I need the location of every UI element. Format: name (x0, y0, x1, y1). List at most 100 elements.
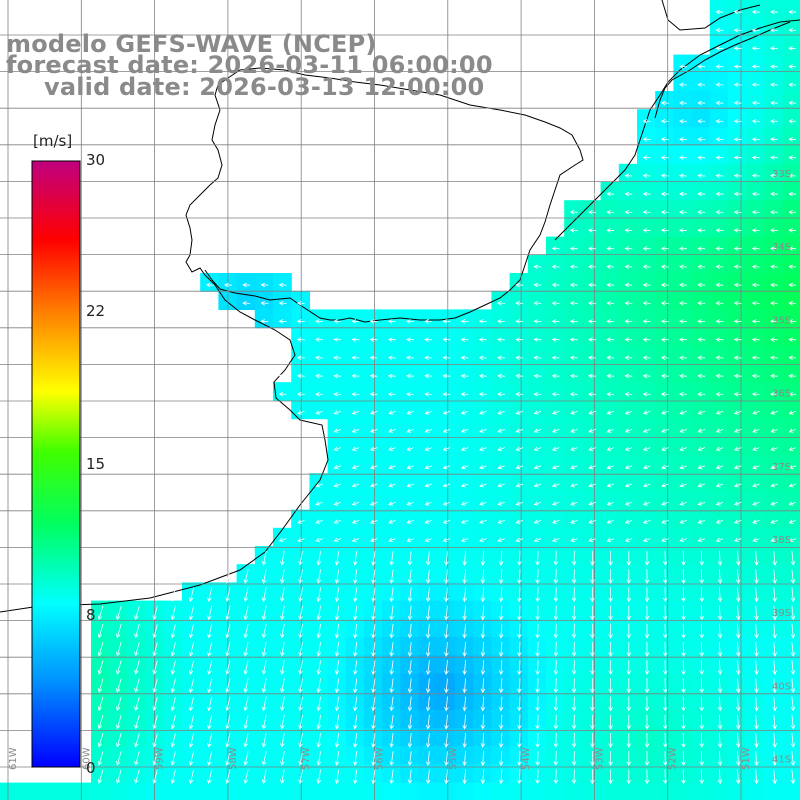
wind-cell (455, 418, 474, 438)
wind-cell (200, 637, 219, 656)
wind-arrow (315, 319, 323, 324)
wind-arrow (425, 569, 431, 585)
wind-cell (546, 436, 565, 456)
wind-cell (473, 564, 492, 583)
wind-arrow (770, 9, 778, 15)
wind-arrow (735, 623, 741, 639)
wind-cell (291, 309, 310, 329)
wind-cell (746, 163, 765, 183)
wind-arrow (334, 751, 340, 766)
wind-cell (436, 418, 456, 438)
wind-arrow (369, 410, 378, 415)
wind-cell (728, 218, 747, 238)
wind-arrow (663, 641, 668, 657)
wind-cell (236, 655, 256, 674)
wind-cell (382, 418, 401, 438)
wind-arrow (387, 337, 396, 342)
wind-cell (564, 345, 583, 365)
wind-arrow (679, 483, 687, 488)
wind-cell (527, 418, 547, 438)
wind-arrow (406, 537, 414, 542)
wind-arrow (406, 446, 414, 451)
wind-cell (782, 145, 800, 165)
lat-label: 39S (772, 608, 791, 619)
wind-arrow (280, 623, 285, 639)
wind-arrow (697, 46, 706, 51)
wind-cell (455, 382, 474, 401)
wind-cell (236, 764, 256, 784)
wind-cell (673, 546, 693, 565)
wind-cell (600, 382, 620, 401)
wind-arrow (315, 337, 323, 342)
wind-cell (709, 564, 729, 583)
wind-arrow (733, 428, 742, 433)
wind-cell (200, 582, 219, 602)
wind-cell (509, 364, 529, 383)
wind-cell (655, 236, 674, 256)
wind-cell (509, 637, 529, 656)
wind-arrow (715, 464, 724, 470)
wind-cell (728, 691, 747, 711)
wind-arrow (752, 428, 760, 433)
wind-arrow (590, 623, 595, 639)
wind-arrow (697, 246, 706, 251)
wind-cell (728, 746, 747, 765)
wind-arrow (770, 137, 778, 142)
wind-arrow (626, 751, 632, 767)
wind-arrow (733, 228, 742, 233)
wind-cell (400, 600, 420, 620)
wind-cell (728, 91, 747, 110)
wind-cell (436, 709, 456, 729)
wind-cell (509, 436, 529, 456)
wind-arrow (478, 391, 487, 397)
wind-arrow (642, 483, 651, 488)
wind-arrow (733, 282, 742, 288)
wind-arrow (316, 696, 322, 712)
wind-cell (473, 400, 492, 420)
wind-arrow (588, 464, 596, 470)
wind-cell (691, 764, 711, 784)
wind-cell (655, 109, 674, 128)
wind-cell (564, 418, 583, 438)
wind-arrow (315, 410, 323, 415)
wind-arrow (334, 569, 340, 584)
wind-cell (127, 618, 147, 638)
wind-arrow (296, 300, 305, 306)
wind-cell (91, 709, 110, 729)
wind-cell (673, 509, 693, 529)
wind-cell (618, 764, 638, 784)
wind-cell (291, 655, 310, 674)
wind-arrow (717, 641, 723, 657)
wind-arrow (425, 641, 431, 657)
wind-arrow (606, 483, 615, 488)
wind-arrow (679, 410, 687, 415)
wind-arrow (371, 678, 376, 694)
wind-cell (400, 728, 420, 747)
wind-arrow (388, 537, 396, 542)
wind-cell (673, 200, 693, 219)
wind-arrow (679, 537, 687, 542)
wind-arrow (770, 27, 778, 33)
wind-arrow (480, 751, 486, 767)
wind-arrow (699, 660, 705, 676)
wind-arrow (553, 714, 559, 730)
wind-arrow (624, 428, 633, 433)
wind-arrow (626, 587, 632, 603)
wind-arrow (261, 696, 267, 712)
wind-cell (546, 527, 565, 547)
wind-arrow (460, 464, 469, 470)
wind-cell (764, 327, 784, 347)
wind-cell (491, 473, 511, 492)
wind-cell (309, 564, 329, 583)
wind-cell (782, 709, 800, 729)
wind-arrow (754, 714, 759, 730)
wind-arrow (663, 623, 668, 639)
wind-arrow (772, 569, 777, 585)
wind-arrow (535, 696, 540, 712)
wind-arrow (424, 319, 433, 324)
wind-cell (782, 364, 800, 383)
wind-arrow (389, 551, 395, 566)
wind-arrow (407, 714, 413, 730)
wind-arrow (515, 300, 524, 306)
